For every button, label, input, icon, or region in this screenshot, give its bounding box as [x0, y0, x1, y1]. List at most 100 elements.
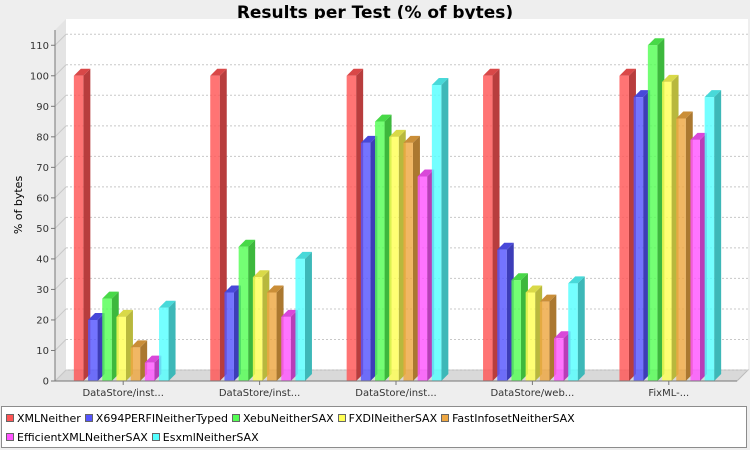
bar	[511, 273, 528, 381]
bar-top	[267, 285, 284, 293]
bar-top	[704, 90, 722, 98]
legend-label: XMLNeither	[17, 411, 81, 425]
bar-front	[662, 81, 672, 381]
axes: 0 10 20 30 40 50 60 70 80 90 100 110 DataStore/inst.…	[30, 30, 737, 399]
bar-top	[375, 114, 392, 122]
bar-front	[511, 280, 521, 381]
gridline-depth	[54, 339, 67, 351]
bar	[483, 68, 500, 382]
bar-top	[431, 77, 449, 85]
bar-top	[224, 285, 241, 293]
bar	[619, 68, 636, 382]
bar-top	[403, 135, 420, 143]
bar-top	[360, 135, 378, 143]
bar-front	[267, 292, 277, 381]
bar-front	[375, 121, 385, 381]
y-tick-label: 0	[43, 377, 49, 388]
bar-front	[224, 292, 234, 381]
legend-swatch	[84, 414, 93, 422]
bar-front	[73, 75, 84, 382]
bar	[295, 251, 312, 381]
legend-item-x694perfineithertyped: X694PERFINeitherTyped	[84, 412, 228, 425]
bar-front	[159, 307, 169, 381]
y-tick-label: 40	[36, 254, 49, 265]
bar	[116, 309, 133, 381]
bar	[633, 90, 651, 381]
bar-top	[633, 90, 651, 98]
bar-front	[130, 347, 141, 381]
bar	[267, 285, 284, 381]
y-tick-label: 110	[30, 41, 49, 52]
bar-top	[525, 285, 543, 293]
bar-top	[676, 111, 693, 119]
bar-top	[662, 74, 679, 82]
bar-top	[511, 273, 528, 281]
x-tick-label: DataStore/inst...	[219, 388, 300, 399]
bar	[224, 285, 241, 381]
chart: Results per Test (% of bytes) 0 10 20 30 40 5…	[12, 3, 750, 399]
bar-top	[73, 68, 91, 76]
bar-front	[676, 118, 686, 381]
bars	[73, 38, 722, 382]
legend-swatch	[337, 414, 346, 422]
bar	[568, 276, 585, 381]
legend-row: XMLNeither X694PERFINeitherTyped XebuNei…	[6, 410, 579, 426]
bar-top	[690, 132, 707, 140]
bar-front	[88, 319, 98, 381]
bar	[525, 285, 543, 381]
bar-front	[539, 301, 550, 381]
bar	[130, 340, 148, 381]
bar-top	[238, 239, 256, 247]
bar	[159, 300, 176, 381]
bar-top	[281, 309, 298, 317]
gridline-depth	[54, 94, 67, 107]
legend-swatch	[6, 433, 14, 441]
bar	[102, 291, 119, 381]
bar	[539, 294, 557, 381]
bar-front	[210, 75, 220, 382]
x-tick-label: DataStore/web...	[490, 388, 574, 399]
bar-front	[647, 45, 658, 382]
bar	[704, 90, 722, 381]
bar	[389, 129, 406, 381]
x-tick-label: DataStore/inst...	[355, 388, 436, 399]
gridline-depth	[54, 155, 67, 168]
legend-label: FXDINeitherSAX	[348, 411, 438, 425]
legend-label: FastInfosetNeitherSAX	[452, 411, 575, 425]
bar-side	[577, 276, 585, 381]
bar-front	[417, 176, 428, 381]
y-tick-label: 20	[36, 315, 49, 326]
bar	[431, 77, 449, 381]
bar-front	[360, 142, 371, 381]
bar-front	[554, 338, 564, 381]
legend-label: EfficientXMLNeitherSAX	[17, 430, 148, 444]
bar-top	[647, 38, 665, 46]
y-tick-label: 30	[36, 285, 49, 296]
bar-top	[88, 312, 105, 320]
bar-top	[346, 68, 364, 76]
bar	[281, 309, 298, 381]
gridline-depth	[54, 247, 67, 260]
bar-front	[252, 277, 263, 381]
gridline-depth	[54, 64, 67, 77]
bar	[73, 68, 91, 382]
y-tick-label: 50	[36, 224, 49, 235]
bar-side	[168, 300, 176, 381]
legend-item-fastinfosetneithersax: FastInfosetNeitherSAX	[441, 412, 575, 425]
legend-item-fxdineithersax: FXDINeitherSAX	[337, 411, 438, 425]
bar-front	[633, 97, 644, 381]
bar-top	[539, 294, 557, 302]
bar-front	[295, 258, 305, 381]
legend-label: EsxmlNeitherSAX	[162, 430, 259, 444]
bar-top	[252, 270, 270, 278]
y-tick-label: 60	[36, 193, 49, 204]
bar-side	[304, 251, 312, 381]
gridline-depth	[54, 186, 67, 199]
bar	[360, 135, 378, 381]
legend: XMLNeither X694PERFINeitherTyped XebuNei…	[1, 406, 747, 448]
y-tick-label: 90	[36, 102, 49, 113]
bar-front	[704, 97, 715, 381]
bar-top	[295, 251, 312, 259]
legend-swatch	[6, 414, 14, 422]
legend-item-xebuneithersax: XebuNeitherSAX	[232, 412, 334, 425]
